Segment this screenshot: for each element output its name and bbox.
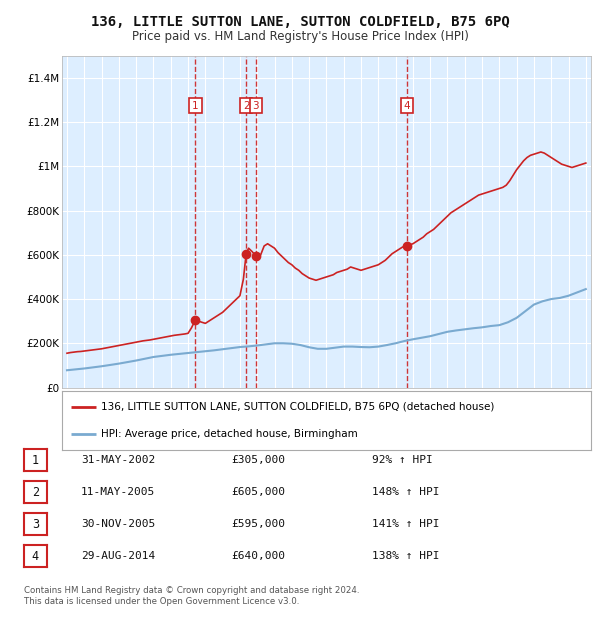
Text: 136, LITTLE SUTTON LANE, SUTTON COLDFIELD, B75 6PQ (detached house): 136, LITTLE SUTTON LANE, SUTTON COLDFIEL… [101, 402, 495, 412]
Text: 31-MAY-2002: 31-MAY-2002 [81, 455, 155, 465]
Text: 92% ↑ HPI: 92% ↑ HPI [372, 455, 433, 465]
Text: Price paid vs. HM Land Registry's House Price Index (HPI): Price paid vs. HM Land Registry's House … [131, 30, 469, 43]
Text: £640,000: £640,000 [231, 551, 285, 561]
Text: 29-AUG-2014: 29-AUG-2014 [81, 551, 155, 561]
Text: 136, LITTLE SUTTON LANE, SUTTON COLDFIELD, B75 6PQ: 136, LITTLE SUTTON LANE, SUTTON COLDFIEL… [91, 15, 509, 29]
Text: 148% ↑ HPI: 148% ↑ HPI [372, 487, 439, 497]
Text: 4: 4 [404, 100, 410, 110]
Text: 2: 2 [243, 100, 250, 110]
Text: 1: 1 [192, 100, 199, 110]
Text: 2: 2 [32, 485, 39, 498]
Text: HPI: Average price, detached house, Birmingham: HPI: Average price, detached house, Birm… [101, 429, 358, 439]
Text: Contains HM Land Registry data © Crown copyright and database right 2024.
This d: Contains HM Land Registry data © Crown c… [24, 585, 359, 606]
Text: 30-NOV-2005: 30-NOV-2005 [81, 519, 155, 529]
Text: 4: 4 [32, 549, 39, 562]
Text: 3: 3 [253, 100, 259, 110]
Text: 11-MAY-2005: 11-MAY-2005 [81, 487, 155, 497]
Text: £595,000: £595,000 [231, 519, 285, 529]
Text: 1: 1 [32, 453, 39, 466]
Text: 138% ↑ HPI: 138% ↑ HPI [372, 551, 439, 561]
Text: 3: 3 [32, 518, 39, 531]
Text: 141% ↑ HPI: 141% ↑ HPI [372, 519, 439, 529]
Text: £305,000: £305,000 [231, 455, 285, 465]
Text: £605,000: £605,000 [231, 487, 285, 497]
